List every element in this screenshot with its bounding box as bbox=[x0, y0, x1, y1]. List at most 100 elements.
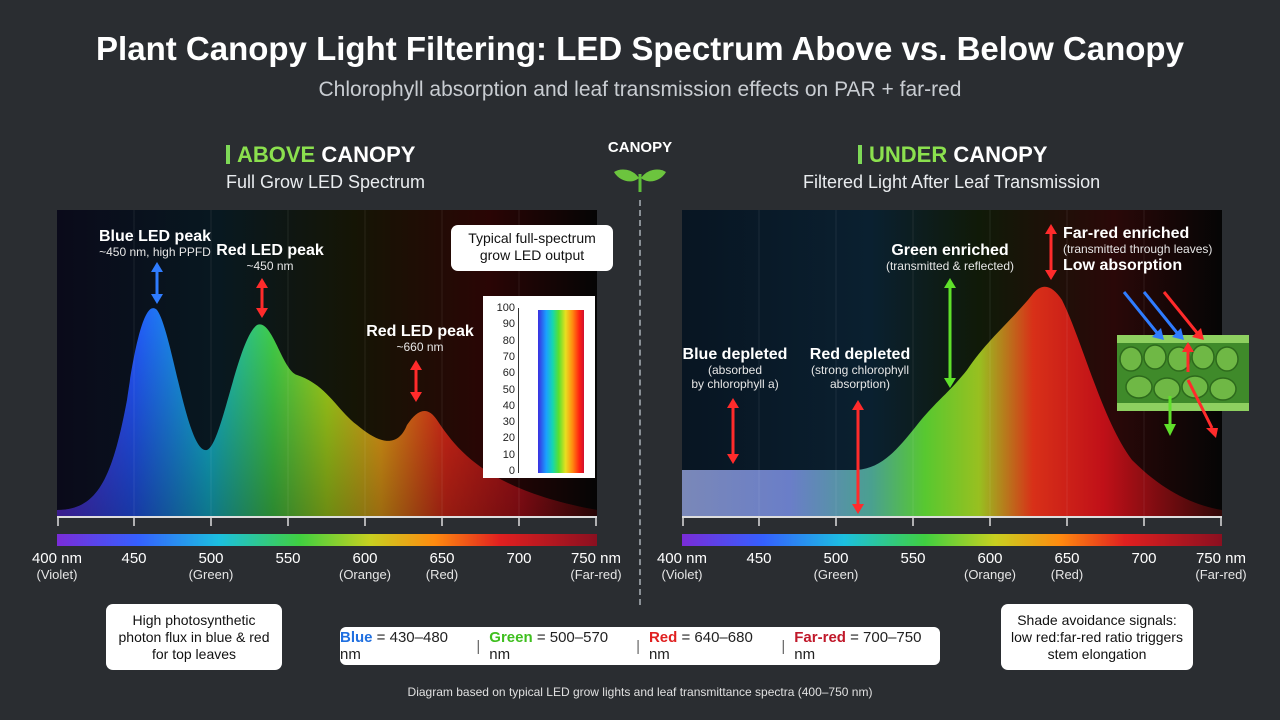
tick-color-name: (Red) bbox=[425, 566, 459, 582]
wavelength-tick-label: 700 bbox=[479, 550, 559, 568]
tick-wavelength: 450 bbox=[746, 550, 772, 567]
under-axis-ticks bbox=[682, 516, 1222, 526]
under-callout: Shade avoidance signals: low red:far-red… bbox=[1001, 604, 1193, 670]
heading-highlight: ABOVE bbox=[237, 142, 316, 167]
wavelength-tick-label: 650 (Red) bbox=[1027, 550, 1107, 582]
blue-peak-title: Blue LED peak bbox=[98, 228, 212, 245]
wavelength-tick-label: 500 (Green) bbox=[796, 550, 876, 582]
legend-separator: | bbox=[476, 637, 481, 655]
legend-farred-range: = 700–750 nm bbox=[794, 629, 922, 663]
under-canopy-subheading: Filtered Light After Leaf Transmission bbox=[803, 172, 1101, 192]
under-arrows bbox=[727, 224, 1218, 514]
tick-wavelength: 650 bbox=[1054, 550, 1080, 567]
under-spectrum-curve bbox=[682, 286, 1222, 516]
above-axis-labels: 400 nm (Violet) 450 500 (Green) 550 600 (Orange… bbox=[0, 550, 640, 591]
red-peak-label-1: Red LED peak ~450 nm bbox=[205, 242, 335, 274]
footer-note: Diagram based on typical LED grow lights… bbox=[407, 685, 873, 699]
tick-wavelength: 750 nm bbox=[1195, 550, 1247, 567]
legend-blue: Blue bbox=[340, 629, 373, 646]
tick-color-name: (Red) bbox=[1050, 566, 1084, 582]
blue-depleted-sub2: by chlorophyll a) bbox=[691, 377, 779, 392]
tick-wavelength: 450 bbox=[121, 550, 147, 567]
inset-tick-label: 10 bbox=[502, 448, 515, 461]
red-depleted-sub1: (strong chlorophyll bbox=[810, 363, 910, 378]
farred-enriched-title: Far-red enriched bbox=[1063, 225, 1190, 242]
wavelength-tick-label: 450 bbox=[719, 550, 799, 568]
above-wavelength-axis bbox=[57, 516, 597, 546]
wavelength-tick-label: 550 bbox=[248, 550, 328, 568]
wavelength-tick-label: 400 nm (Violet) bbox=[642, 550, 722, 582]
legend-blue-range: = 430–480 nm bbox=[340, 629, 449, 663]
tick-wavelength: 550 bbox=[900, 550, 926, 567]
tick-wavelength: 600 bbox=[977, 550, 1003, 567]
red-depleted-title: Red depleted bbox=[809, 346, 911, 363]
wavelength-tick-label: 400 nm (Violet) bbox=[17, 550, 97, 582]
green-enriched-sub: (transmitted & reflected) bbox=[885, 259, 1015, 274]
wavelength-tick-label: 550 bbox=[873, 550, 953, 568]
red-peak-arrow-1 bbox=[256, 278, 268, 318]
red-peak-label-2: Red LED peak ~660 nm bbox=[355, 323, 485, 355]
inset-tick-label: 90 bbox=[502, 318, 515, 331]
tick-wavelength: 500 bbox=[823, 550, 849, 567]
wavelength-tick-label: 750 nm (Far-red) bbox=[556, 550, 636, 582]
tick-color-name: (Green) bbox=[813, 566, 859, 582]
tick-wavelength: 600 bbox=[352, 550, 378, 567]
inset-tick-label: 20 bbox=[502, 432, 515, 445]
legend-red-range: = 640–680 nm bbox=[648, 629, 753, 663]
under-spectrum-panel bbox=[682, 210, 1222, 516]
red-peak-2-title: Red LED peak bbox=[366, 323, 474, 340]
blue-depleted-title: Blue depleted bbox=[682, 346, 788, 363]
blue-peak-sub: ~450 nm, high PPFD bbox=[99, 245, 211, 260]
tick-color-name: (Green) bbox=[188, 566, 234, 582]
tick-color-name: (Orange) bbox=[338, 566, 392, 582]
inset-tick-label: 30 bbox=[502, 416, 515, 429]
tick-wavelength: 650 bbox=[429, 550, 455, 567]
incoming-light-arrows bbox=[1122, 291, 1218, 438]
legend-red: Red bbox=[648, 629, 678, 646]
above-canopy-heading: ABOVE CANOPY bbox=[226, 142, 416, 168]
page-subtitle: Chlorophyll absorption and leaf transmis… bbox=[318, 78, 962, 101]
tick-wavelength: 750 nm bbox=[570, 550, 622, 567]
red-depleted-sub2: absorption) bbox=[829, 377, 891, 392]
tick-wavelength: 700 bbox=[1131, 550, 1157, 567]
tick-wavelength: 400 nm bbox=[31, 550, 83, 567]
inset-tick-label: 0 bbox=[508, 465, 515, 477]
tick-wavelength: 550 bbox=[275, 550, 301, 567]
inset-tick-label: 60 bbox=[502, 367, 515, 380]
led-output-inset: 100 90 80 70 60 50 40 30 20 10 0 bbox=[483, 296, 595, 478]
wavelength-tick-label: 700 bbox=[1104, 550, 1184, 568]
sprout-icon bbox=[614, 169, 666, 192]
farred-enriched-label: Far-red enriched (transmitted through le… bbox=[1063, 225, 1238, 276]
wavelength-tick-label: 750 nm (Far-red) bbox=[1181, 550, 1261, 582]
leaf-cross-section-icon bbox=[1117, 335, 1249, 411]
color-legend: Blue = 430–480 nm | Green = 500–570 nm |… bbox=[340, 627, 940, 665]
blue-depleted-label: Blue depleted (absorbed by chlorophyll a… bbox=[675, 346, 795, 392]
tick-color-name: (Far-red) bbox=[570, 566, 622, 582]
tick-wavelength: 400 nm bbox=[656, 550, 708, 567]
inset-tick-label: 50 bbox=[502, 383, 515, 396]
above-arrows bbox=[151, 262, 422, 402]
tick-wavelength: 700 bbox=[506, 550, 532, 567]
blue-depleted-arrow bbox=[727, 398, 739, 464]
under-axis-labels: 400 nm (Violet) 450 500 (Green) 550 600 (Orange… bbox=[0, 550, 1280, 591]
tick-color-name: (Orange) bbox=[963, 566, 1017, 582]
red-depleted-label: Red depleted (strong chlorophyll absorpt… bbox=[795, 346, 925, 392]
heading-accent-bar bbox=[858, 145, 862, 164]
green-enriched-title: Green enriched bbox=[891, 242, 1009, 259]
tick-color-name: (Violet) bbox=[661, 566, 703, 582]
legend-separator: | bbox=[636, 637, 640, 655]
blue-peak-label: Blue LED peak ~450 nm, high PPFD bbox=[70, 228, 240, 260]
canopy-divider bbox=[639, 200, 641, 605]
under-canopy-heading: UNDER CANOPY bbox=[858, 142, 1047, 168]
legend-green: Green bbox=[489, 629, 533, 646]
wavelength-tick-label: 600 (Orange) bbox=[950, 550, 1030, 582]
above-callout: High photosynthetic photon flux in blue … bbox=[106, 604, 282, 670]
heading-rest: CANOPY bbox=[315, 142, 416, 167]
inset-tick-label: 80 bbox=[502, 334, 515, 347]
tick-color-name: (Far-red) bbox=[1195, 566, 1247, 582]
legend-farred: Far-red bbox=[794, 629, 846, 646]
page-title: Plant Canopy Light Filtering: LED Spectr… bbox=[96, 30, 1184, 67]
tick-color-name: (Violet) bbox=[36, 566, 78, 582]
farred-low-absorption: Low absorption bbox=[1063, 257, 1183, 275]
wavelength-tick-label: 600 (Orange) bbox=[325, 550, 405, 582]
